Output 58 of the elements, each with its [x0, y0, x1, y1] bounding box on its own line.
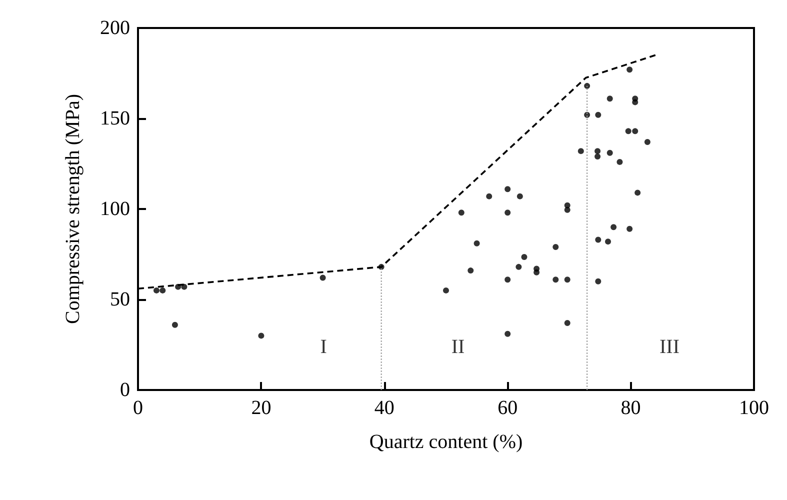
annotation: III: [659, 336, 680, 358]
point: [474, 240, 480, 246]
annotation: I: [320, 336, 327, 358]
point: [516, 193, 523, 200]
point: [594, 154, 601, 160]
annotation: II: [451, 336, 465, 358]
point: [610, 224, 617, 230]
point: [458, 210, 464, 216]
point: [632, 99, 638, 106]
y-tick-label: 50: [110, 288, 130, 310]
point: [504, 210, 511, 216]
y-tick-label: 150: [100, 108, 130, 130]
point: [578, 148, 584, 154]
x-tick-label: 100: [739, 397, 769, 419]
point: [595, 112, 602, 118]
point: [564, 276, 570, 283]
point: [605, 238, 612, 245]
point: [595, 236, 602, 243]
point: [634, 190, 641, 196]
point: [594, 148, 601, 154]
x-tick-label: 60: [498, 397, 518, 419]
point: [516, 264, 522, 270]
point: [504, 186, 511, 192]
x-tick-label: 20: [251, 397, 272, 419]
point: [564, 320, 570, 326]
point: [584, 82, 590, 89]
line-series: [137, 54, 656, 290]
x-tick-label: 80: [620, 397, 641, 419]
point: [606, 150, 613, 156]
point: [644, 139, 650, 146]
point: [625, 128, 632, 134]
point: [564, 206, 570, 213]
point: [595, 278, 602, 284]
point: [443, 287, 449, 294]
point: [552, 276, 559, 283]
y-axis-title: Compressive strength (MPa): [62, 94, 84, 324]
point: [320, 274, 326, 281]
point: [626, 226, 633, 232]
point: [504, 276, 511, 283]
y-tick-label: 100: [100, 198, 130, 220]
x-axis-title: Quartz content (%): [369, 431, 523, 453]
point: [486, 193, 492, 200]
point: [626, 66, 633, 73]
point: [258, 332, 264, 339]
point: [534, 269, 540, 276]
point: [504, 330, 511, 337]
point: [632, 128, 638, 134]
x-tick-label: 40: [374, 397, 394, 419]
y-tick-label: 0: [120, 379, 130, 401]
point: [521, 254, 528, 260]
point: [606, 96, 613, 102]
point: [160, 287, 166, 294]
y-tick-label: 200: [100, 17, 130, 39]
point: [616, 158, 623, 165]
point: [468, 268, 474, 274]
point: [172, 322, 178, 328]
point: [552, 244, 559, 250]
point: [153, 287, 160, 294]
